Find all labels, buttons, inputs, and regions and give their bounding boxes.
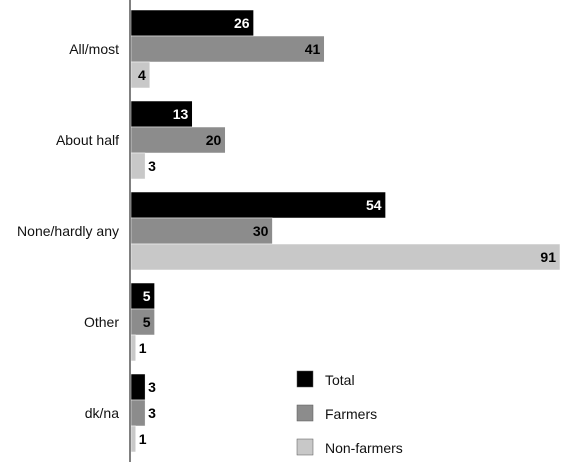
category-labels: All/most About half None/hardly any Other dk…: [17, 41, 119, 421]
bar-farmers-3: [130, 308, 155, 336]
value-label-farmers-0: 41: [305, 41, 321, 57]
value-label-non-farmers-3: 1: [139, 340, 147, 356]
bar-farmers-2: [130, 217, 273, 245]
value-label-total-4: 3: [148, 379, 156, 395]
bar-non-farmers-2: [130, 243, 561, 271]
value-label-farmers-2: 30: [253, 223, 269, 239]
value-label-total-3: 5: [143, 288, 151, 304]
category-label-2: None/hardly any: [17, 223, 119, 239]
bar-non-farmers-0: [130, 61, 151, 89]
bar-farmers-0: [130, 35, 325, 63]
bar-total-1: [130, 100, 193, 128]
value-label-farmers-4: 3: [148, 405, 156, 421]
legend: Total Farmers Non-farmers: [296, 370, 403, 456]
legend-swatch-farmers: [296, 404, 314, 422]
bar-non-farmers-4: [130, 425, 136, 453]
value-label-total-2: 54: [366, 197, 382, 213]
value-label-non-farmers-4: 1: [139, 431, 147, 447]
category-label-1: About half: [56, 132, 119, 148]
bars-layer: [130, 9, 561, 453]
value-label-total-1: 13: [173, 106, 189, 122]
value-label-farmers-3: 5: [143, 314, 151, 330]
legend-label-farmers: Farmers: [325, 406, 377, 422]
category-label-4: dk/na: [85, 405, 119, 421]
legend-label-non-farmers: Non-farmers: [325, 440, 403, 456]
value-label-non-farmers-1: 3: [148, 158, 156, 174]
bar-farmers-1: [130, 126, 226, 154]
legend-label-total: Total: [325, 372, 355, 388]
category-label-0: All/most: [69, 41, 119, 57]
legend-swatch-total: [296, 370, 314, 388]
value-label-total-0: 26: [234, 15, 250, 31]
value-label-farmers-1: 20: [206, 132, 222, 148]
bar-total-2: [130, 191, 386, 219]
bar-farmers-4: [130, 399, 146, 427]
bar-total-4: [130, 373, 146, 401]
bar-total-0: [130, 9, 254, 37]
bar-non-farmers-3: [130, 334, 136, 362]
category-label-3: Other: [84, 314, 119, 330]
bar-non-farmers-1: [130, 152, 146, 180]
value-label-non-farmers-0: 4: [138, 67, 146, 83]
legend-swatch-non-farmers: [296, 438, 314, 456]
value-label-non-farmers-2: 91: [540, 249, 556, 265]
